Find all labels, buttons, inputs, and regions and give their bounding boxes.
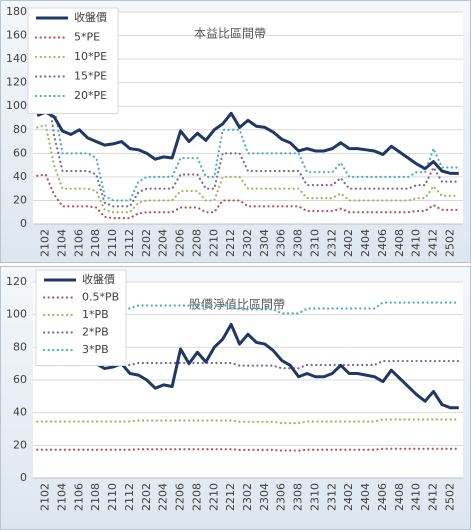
x-tick-label: 2308 xyxy=(292,483,305,511)
y-tick-label: 40 xyxy=(13,170,27,183)
x-tick-label: 2410 xyxy=(410,229,423,257)
x-tick-label: 2406 xyxy=(376,483,389,511)
x-tick-label: 2406 xyxy=(376,229,389,257)
x-tick-label: 2310 xyxy=(308,483,321,511)
x-tick-label: 2312 xyxy=(325,229,338,257)
x-tick-label: 2212 xyxy=(224,483,237,511)
series-line xyxy=(36,25,460,202)
legend-label: 10*PE xyxy=(74,50,107,63)
x-tick-label: 2404 xyxy=(359,483,372,511)
x-tick-label: 2412 xyxy=(426,229,439,257)
legend-label: 5*PE xyxy=(74,31,100,44)
x-tick-label: 2210 xyxy=(207,229,220,257)
x-tick-label: 2306 xyxy=(275,229,288,257)
x-tick-label: 2302 xyxy=(241,229,254,257)
x-tick-label: 2502 xyxy=(443,229,456,257)
x-tick-label: 2206 xyxy=(174,229,187,257)
y-tick-label: 80 xyxy=(13,123,27,136)
x-tick-label: 2212 xyxy=(224,229,237,257)
legend-box xyxy=(35,269,127,366)
x-tick-label: 2208 xyxy=(190,229,203,257)
y-tick-label: 180 xyxy=(6,5,27,18)
x-tick-label: 2104 xyxy=(56,483,69,511)
y-tick-label: 20 xyxy=(13,438,27,451)
legend-label: 3*PB xyxy=(82,343,109,356)
x-tick-label: 2110 xyxy=(106,483,119,511)
legend: 收盤價 5*PE 10*PE 15*PE 20*PE xyxy=(27,7,119,114)
x-tick-label: 2410 xyxy=(410,483,423,511)
legend-label: 2*PB xyxy=(82,326,109,339)
legend: 收盤價 0.5*PB 1*PB 2*PB 3*PB xyxy=(35,269,127,366)
x-tick-label: 2304 xyxy=(258,229,271,257)
y-tick-label: 0 xyxy=(20,217,27,230)
series-line xyxy=(36,321,459,410)
x-tick-label: 2202 xyxy=(140,483,153,511)
legend-label: 收盤價 xyxy=(74,10,107,24)
x-tick-label: 2304 xyxy=(258,483,271,511)
x-tick-label: 2408 xyxy=(393,483,406,511)
legend-box xyxy=(27,7,119,114)
x-tick-label: 2502 xyxy=(443,483,456,511)
x-tick-label: 2404 xyxy=(359,229,372,257)
x-tick-label: 2108 xyxy=(89,229,102,257)
x-tick-label: 2308 xyxy=(292,229,305,257)
x-tick-label: 2106 xyxy=(72,483,85,511)
x-tick-label: 2402 xyxy=(342,483,355,511)
legend-label: 15*PE xyxy=(74,70,107,83)
y-tick-label: 60 xyxy=(13,146,27,159)
y-tick-label: 140 xyxy=(6,52,27,65)
y-tick-label: 60 xyxy=(13,373,27,386)
x-tick-label: 2112 xyxy=(123,483,136,511)
x-tick-label: 2306 xyxy=(275,483,288,511)
y-tick-label: 80 xyxy=(13,340,27,353)
x-tick-label: 2108 xyxy=(89,483,102,511)
x-tick-label: 2106 xyxy=(72,229,85,257)
y-tick-label: 20 xyxy=(13,193,27,206)
y-tick-label: 160 xyxy=(6,29,27,42)
legend-label: 收盤價 xyxy=(82,272,115,286)
y-tick-label: 0 xyxy=(20,471,27,484)
x-tick-label: 2204 xyxy=(157,483,170,511)
series-line xyxy=(36,110,459,175)
series-line xyxy=(36,359,460,370)
y-tick-label: 40 xyxy=(13,406,27,419)
legend-label: 0.5*PB xyxy=(82,291,119,304)
x-tick-label: 2302 xyxy=(241,483,254,511)
x-tick-label: 2102 xyxy=(39,483,52,511)
x-tick-label: 2208 xyxy=(190,483,203,511)
chart-title: 股價淨值比區間帶 xyxy=(189,297,285,312)
x-tick-label: 2408 xyxy=(393,229,406,257)
series-line xyxy=(36,301,460,315)
x-tick-label: 2204 xyxy=(157,229,170,257)
y-tick-label: 120 xyxy=(6,76,27,89)
series-line xyxy=(36,74,460,208)
y-tick-label: 100 xyxy=(6,308,27,321)
y-tick-label: 100 xyxy=(6,99,27,112)
chart-title: 本益比區間帶 xyxy=(194,27,266,41)
x-tick-label: 2110 xyxy=(106,229,119,257)
x-tick-label: 2206 xyxy=(174,483,187,511)
x-tick-label: 2210 xyxy=(207,483,220,511)
series-line xyxy=(36,418,460,425)
y-tick-label: 120 xyxy=(6,275,27,288)
series-line xyxy=(36,123,460,214)
x-tick-label: 2412 xyxy=(426,483,439,511)
x-tick-label: 2312 xyxy=(325,483,338,511)
legend-label: 1*PB xyxy=(82,308,109,321)
legend-label: 20*PE xyxy=(74,89,107,102)
x-tick-label: 2202 xyxy=(140,229,153,257)
series-line xyxy=(36,447,460,452)
x-tick-label: 2102 xyxy=(39,229,52,257)
x-tick-label: 2112 xyxy=(123,229,136,257)
x-tick-label: 2104 xyxy=(56,229,69,257)
x-tick-label: 2310 xyxy=(308,229,321,257)
x-tick-label: 2402 xyxy=(342,229,355,257)
